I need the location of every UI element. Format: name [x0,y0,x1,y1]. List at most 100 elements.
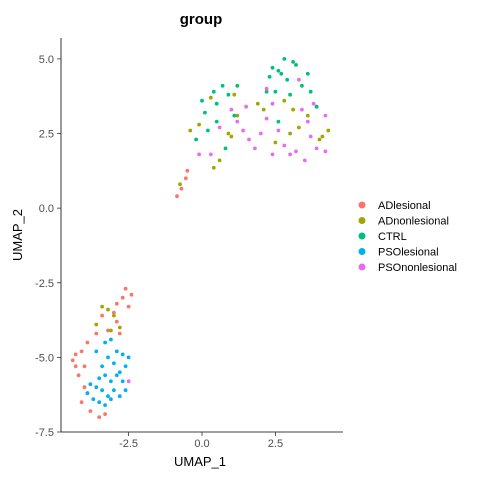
point-ADnonlesional-8 [197,122,202,127]
point-PSOnonlesional-24 [270,101,275,106]
point-PSOlesional-24 [97,400,102,405]
point-ADnonlesional-19 [282,98,287,103]
point-PSOlesional-3 [114,349,119,354]
point-PSOlesional-10 [100,364,104,369]
point-ADlesional-26 [183,176,188,181]
point-ADnonlesional-27 [326,128,331,133]
point-CTRL-25 [308,89,313,94]
point-ADlesional-8 [85,340,90,345]
point-PSOnonlesional-22 [311,101,316,106]
legend-label-ADlesional: ADlesional [378,200,431,212]
series-PSOlesional [85,337,131,407]
point-PSOlesional-27 [117,394,122,399]
point-PSOlesional-19 [100,388,104,393]
point-ADlesional-24 [175,194,179,199]
point-CTRL-11 [214,119,219,124]
point-ADnonlesional-21 [291,107,295,112]
legend-key-PSOlesional [358,248,366,255]
y-tick-label-0: -7.5 [35,427,54,439]
point-ADlesional-25 [179,186,184,191]
points-layer [70,57,331,419]
point-PSOlesional-18 [106,394,110,399]
point-CTRL-19 [285,77,290,82]
legend-key-CTRL [358,232,366,240]
point-CTRL-14 [270,65,275,70]
point-ADlesional-23 [73,364,78,369]
point-ADnonlesional-25 [317,137,322,142]
point-ADlesional-4 [112,310,116,315]
point-CTRL-8 [232,113,237,118]
point-ADnonlesional-3 [109,328,113,333]
point-CTRL-26 [314,104,319,109]
point-PSOnonlesional-18 [314,146,319,151]
point-PSOlesional-15 [120,379,125,384]
point-CTRL-12 [264,89,269,94]
point-ADlesional-11 [70,358,75,363]
point-PSOnonlesional-6 [244,104,249,109]
point-ADnonlesional-20 [288,131,292,136]
point-PSOnonlesional-8 [253,146,257,151]
point-PSOlesional-14 [114,373,119,378]
point-CTRL-23 [300,83,304,88]
point-PSOnonlesional-12 [276,128,281,133]
point-ADnonlesional-17 [261,107,266,112]
point-ADlesional-15 [79,400,84,405]
point-PSOlesional-17 [112,388,116,393]
point-ADlesional-12 [82,364,87,369]
point-CTRL-21 [291,60,295,64]
point-PSOnonlesional-9 [258,131,263,136]
point-PSOnonlesional-27 [126,379,131,384]
point-ADnonlesional-5 [117,325,122,330]
point-ADlesional-16 [88,409,93,413]
point-ADnonlesional-6 [178,182,182,187]
point-CTRL-7 [226,92,231,97]
point-ADlesional-27 [185,168,190,173]
point-PSOnonlesional-10 [264,116,269,121]
point-ADnonlesional-10 [211,165,216,170]
point-PSOnonlesional-20 [300,107,304,112]
point-PSOlesional-12 [103,373,107,378]
point-PSOnonlesional-3 [229,107,234,112]
legend-label-CTRL: CTRL [378,231,407,243]
point-PSOlesional-25 [103,403,107,407]
point-ADnonlesional-22 [297,125,301,130]
point-PSOlesional-11 [97,376,102,381]
point-ADlesional-0 [123,286,128,291]
point-PSOnonlesional-1 [208,152,213,157]
point-ADnonlesional-23 [305,113,310,118]
series-PSOnonlesional [126,77,328,384]
point-CTRL-18 [282,57,287,61]
point-PSOnonlesional-14 [288,152,292,157]
legend-key-PSOnonlesional [358,263,366,271]
point-CTRL-1 [200,98,204,103]
point-PSOlesional-2 [109,337,113,342]
point-PSOnonlesional-11 [270,152,275,157]
point-CTRL-17 [279,71,284,76]
point-PSOnonlesional-26 [323,113,328,118]
point-ADlesional-13 [76,373,81,378]
point-ADnonlesional-4 [94,322,99,327]
point-CTRL-13 [267,74,272,79]
point-ADnonlesional-1 [106,307,110,312]
point-ADlesional-5 [114,319,119,324]
point-CTRL-24 [305,71,310,76]
point-ADlesional-19 [82,385,87,390]
legend-key-ADnonlesional [358,217,366,224]
point-ADnonlesional-16 [255,101,260,106]
point-ADnonlesional-26 [320,134,325,139]
y-tick-label-3: 0.0 [39,203,54,215]
point-CTRL-9 [235,83,240,88]
point-ADnonlesional-15 [232,92,237,97]
point-PSOnonlesional-15 [294,149,298,154]
point-PSOnonlesional-23 [264,86,269,91]
point-PSOnonlesional-7 [247,137,251,142]
point-PSOnonlesional-25 [297,77,301,82]
point-ADnonlesional-12 [226,131,231,136]
point-PSOnonlesional-4 [235,119,240,124]
legend-label-PSOlesional: PSOlesional [378,247,439,259]
point-PSOnonlesional-0 [197,152,202,157]
point-CTRL-6 [220,83,225,88]
y-axis-title: UMAP_2 [10,209,25,261]
point-ADnonlesional-14 [229,134,234,139]
point-CTRL-15 [273,89,278,94]
